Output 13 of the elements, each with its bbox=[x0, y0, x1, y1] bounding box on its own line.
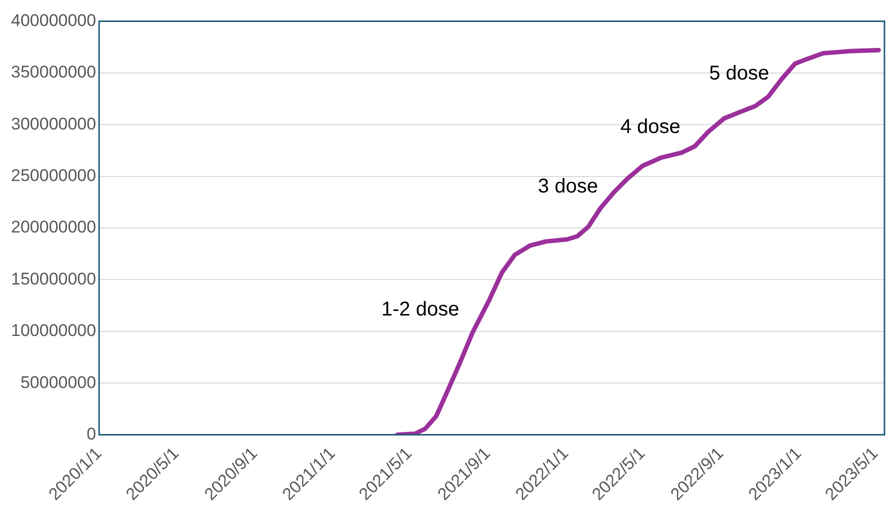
y-tick-label: 150000000 bbox=[11, 269, 96, 288]
annotation: 1-2 dose bbox=[381, 298, 460, 320]
y-tick-label: 50000000 bbox=[20, 372, 96, 392]
y-tick-label: 250000000 bbox=[11, 166, 96, 185]
annotation: 4 dose bbox=[620, 116, 680, 138]
y-tick-label: 0 bbox=[86, 424, 96, 444]
annotation: 3 dose bbox=[538, 176, 598, 198]
y-tick-label: 300000000 bbox=[11, 114, 96, 134]
y-tick-label: 350000000 bbox=[11, 62, 96, 82]
y-tick-label: 100000000 bbox=[11, 321, 96, 340]
annotation: 5 dose bbox=[709, 62, 770, 85]
y-tick-label: 200000000 bbox=[11, 218, 96, 237]
y-tick-label: 400000000 bbox=[11, 10, 96, 30]
